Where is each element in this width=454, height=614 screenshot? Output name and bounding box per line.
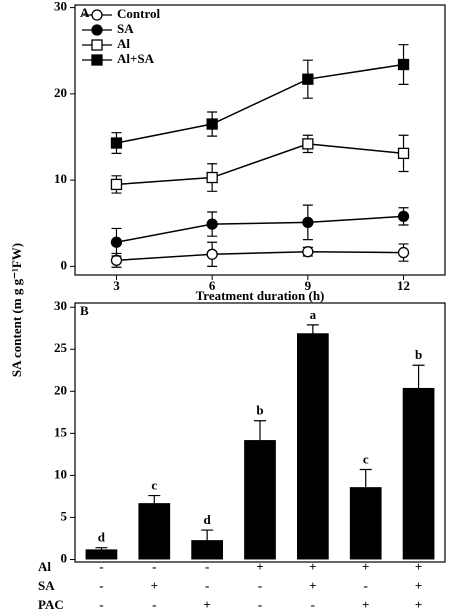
x-tick-label: 6	[209, 278, 216, 293]
treatment-sign: -	[152, 559, 156, 574]
treatment-sign: -	[99, 597, 103, 612]
y-tick-label: 20	[54, 382, 67, 397]
significance-letter: c	[151, 478, 157, 493]
marker	[91, 9, 103, 21]
y-tick-label: 5	[61, 508, 68, 523]
treatment-sign: -	[258, 578, 262, 593]
panel-b-frame	[74, 302, 446, 563]
treatment-sign: +	[309, 578, 316, 593]
significance-letter: b	[415, 347, 422, 362]
y-tick-label: 15	[54, 424, 68, 439]
significance-letter: d	[98, 530, 106, 545]
treatment-sign: +	[203, 597, 210, 612]
marker	[397, 147, 410, 160]
marker	[110, 236, 123, 248]
panel-label: B	[80, 303, 89, 318]
treatment-sign: -	[205, 559, 209, 574]
marker	[397, 246, 410, 259]
x-tick-label: 12	[397, 278, 410, 293]
error-bar	[148, 494, 161, 512]
treatment-name: PAC	[38, 597, 64, 612]
y-tick-label: 10	[54, 466, 67, 481]
marker	[397, 58, 410, 71]
treatment-sign: +	[362, 559, 369, 574]
marker	[206, 118, 218, 130]
x-tick-label: 9	[305, 278, 312, 293]
y-tick-label: 20	[54, 85, 67, 100]
marker	[302, 246, 314, 258]
series-line	[116, 63, 404, 144]
x-tick-label: 3	[113, 278, 120, 293]
treatment-sign: +	[151, 578, 158, 593]
error-bar	[412, 364, 425, 412]
error-bar	[306, 324, 319, 343]
marker	[302, 73, 314, 85]
treatment-sign: -	[364, 578, 368, 593]
treatment-name: Al	[38, 559, 51, 574]
significance-letter: c	[363, 451, 369, 466]
treatment-sign: -	[258, 597, 262, 612]
y-tick-label: 25	[54, 340, 68, 355]
error-bar	[254, 420, 266, 461]
bar	[297, 333, 329, 560]
treatment-sign: -	[311, 597, 315, 612]
marker	[206, 248, 218, 260]
legend-label: SA	[117, 21, 134, 36]
bar	[138, 503, 171, 560]
series-line	[116, 250, 404, 262]
treatment-sign: +	[362, 597, 369, 612]
treatment-sign: +	[415, 559, 422, 574]
treatment-sign: +	[415, 578, 422, 593]
treatment-sign: -	[152, 597, 156, 612]
series-line	[116, 143, 404, 186]
treatment-sign: +	[415, 597, 422, 612]
marker	[206, 171, 218, 184]
y-tick-label: 30	[54, 298, 67, 313]
treatment-sign: -	[205, 578, 209, 593]
significance-letter: b	[256, 403, 263, 418]
error-bar	[359, 468, 372, 506]
y-tick-label: 0	[61, 257, 68, 272]
marker	[110, 178, 123, 191]
series-line	[116, 215, 404, 243]
significance-letter: d	[204, 512, 212, 527]
marker	[91, 24, 103, 36]
panel-a-frame	[74, 4, 446, 276]
marker	[206, 218, 218, 230]
y-tick-label: 10	[54, 171, 67, 186]
treatment-sign: -	[99, 578, 103, 593]
panel-label: A	[80, 5, 90, 20]
legend-label: Control	[117, 6, 160, 21]
marker	[302, 138, 314, 150]
marker	[397, 210, 410, 222]
y-axis-label: SA content (m g g⁻¹FW)	[9, 243, 24, 377]
bar	[402, 387, 435, 560]
legend-label: Al+SA	[117, 51, 155, 66]
marker	[91, 39, 103, 51]
significance-letter: a	[310, 307, 317, 322]
y-tick-label: 0	[61, 550, 68, 565]
legend-label: Al	[117, 36, 130, 51]
x-axis-label: Treatment duration (h)	[196, 288, 325, 303]
error-bar	[201, 529, 214, 551]
error-bar	[95, 547, 108, 552]
treatment-sign: +	[256, 559, 263, 574]
marker	[91, 54, 103, 66]
treatment-sign: -	[99, 559, 103, 574]
marker	[110, 254, 123, 266]
marker	[110, 137, 123, 149]
treatment-name: SA	[38, 578, 55, 593]
bar	[85, 549, 118, 560]
y-tick-label: 30	[54, 0, 67, 14]
treatment-sign: +	[309, 559, 316, 574]
marker	[302, 216, 314, 229]
